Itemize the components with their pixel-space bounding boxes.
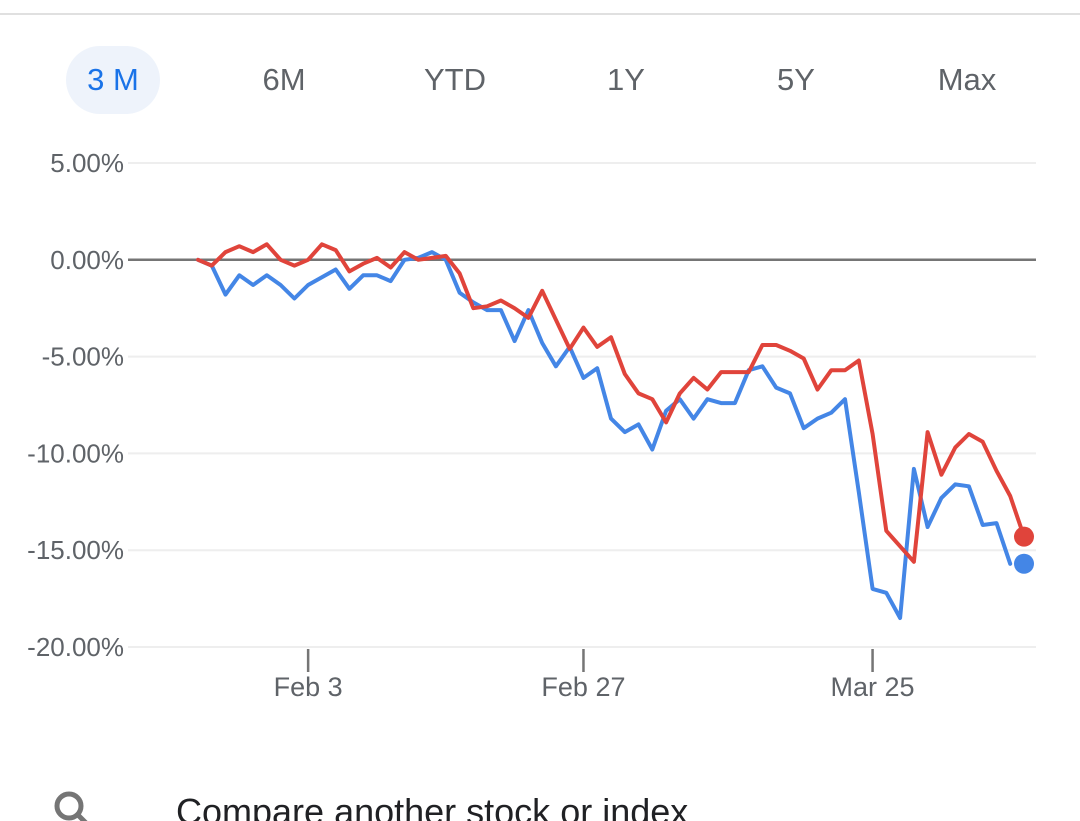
x-tick-label: Feb 3 xyxy=(274,672,343,702)
y-tick-label: -20.00% xyxy=(27,632,124,662)
compare-stock-row[interactable]: Compare another stock or index xyxy=(0,775,1080,821)
series-line-red xyxy=(196,242,1026,564)
x-tick-label: Mar 25 xyxy=(831,672,915,702)
y-tick-label: -15.00% xyxy=(27,535,124,565)
compare-stock-label: Compare another stock or index xyxy=(176,791,689,821)
comparison-chart[interactable]: 5.00% 0.00% -5.00% -10.00% -15.00% -20.00% Feb… xyxy=(0,130,1080,710)
x-tick-label: Feb 27 xyxy=(541,672,625,702)
series-line-blue xyxy=(196,250,1013,620)
tab-max[interactable]: Max xyxy=(937,62,997,97)
series-end-point-red xyxy=(1014,526,1034,547)
search-icon xyxy=(54,791,88,821)
tab-3m[interactable]: 3 M xyxy=(66,46,160,114)
tab-5y[interactable]: 5Y xyxy=(777,62,815,97)
y-tick-label: -5.00% xyxy=(42,342,124,372)
tab-6m[interactable]: 6M xyxy=(262,62,306,97)
y-tick-label: 0.00% xyxy=(50,245,124,275)
y-tick-label: -10.00% xyxy=(27,438,124,468)
tab-1y[interactable]: 1Y xyxy=(607,62,645,97)
tab-ytd[interactable]: YTD xyxy=(424,62,486,97)
range-tabs: 3 M 6M YTD 1Y 5Y Max xyxy=(0,46,1080,114)
series-end-point-blue xyxy=(1014,553,1034,574)
y-tick-label: 5.00% xyxy=(50,148,124,178)
top-divider xyxy=(0,13,1080,15)
